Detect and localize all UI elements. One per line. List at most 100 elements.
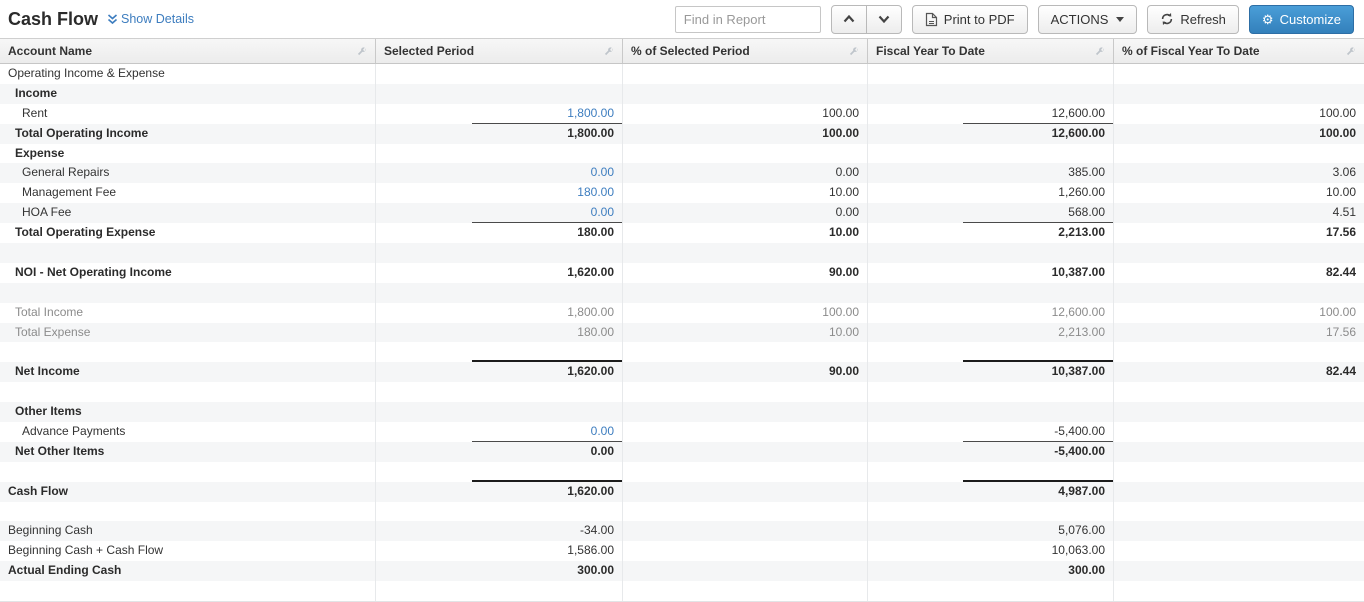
amount-cell xyxy=(1113,481,1364,502)
column-header-pct-fiscal-year-to-date[interactable]: % of Fiscal Year To Date xyxy=(1113,39,1364,63)
wrench-icon[interactable] xyxy=(356,46,367,57)
find-next-button[interactable] xyxy=(865,4,902,34)
amount-cell: 5,076.00 xyxy=(867,521,1113,542)
wrench-icon[interactable] xyxy=(848,46,859,57)
amount-value: 1,260.00 xyxy=(1058,185,1105,200)
table-row: Net Income 1,620.00 90.00 10,387.00 82.44 xyxy=(0,362,1364,383)
table-row: Operating Income & Expense xyxy=(0,64,1364,84)
amount-value: -5,400.00 xyxy=(1054,424,1105,439)
wrench-icon[interactable] xyxy=(1345,46,1356,57)
account-name-cell: Management Fee xyxy=(0,183,375,203)
account-name: Beginning Cash xyxy=(8,523,93,538)
amount-cell: 180.00 xyxy=(375,322,622,343)
column-header-selected-period[interactable]: Selected Period xyxy=(375,39,622,63)
amount-value: 385.00 xyxy=(1068,165,1105,180)
table-row: Advance Payments 0.00 -5,400.00 xyxy=(0,422,1364,442)
refresh-button[interactable]: Refresh xyxy=(1147,4,1239,34)
amount-cell xyxy=(375,382,622,403)
amount-value: 10.00 xyxy=(828,225,859,240)
amount-cell: 10.00 xyxy=(622,322,867,343)
account-name: Cash Flow xyxy=(8,483,69,498)
amount-value: 82.44 xyxy=(1325,364,1356,379)
column-header-label: % of Selected Period xyxy=(631,44,750,58)
print-to-pdf-button[interactable]: Print to PDF xyxy=(911,4,1028,34)
amount-cell: 1,800.00 xyxy=(375,103,622,124)
amount-cell xyxy=(375,282,622,303)
amount-link[interactable]: 180.00 xyxy=(577,185,614,200)
amount-cell xyxy=(1113,422,1364,442)
account-name: Management Fee xyxy=(22,185,117,200)
account-name: Expense xyxy=(15,145,65,160)
account-name: Beginning Cash + Cash Flow xyxy=(8,543,164,558)
amount-cell: 100.00 xyxy=(622,302,867,323)
cash-flow-table: Account Name Selected Period % of Select… xyxy=(0,38,1364,602)
account-name-cell: Operating Income & Expense xyxy=(0,64,375,84)
customize-button[interactable]: ⚙ Customize xyxy=(1248,4,1354,34)
amount-value: 90.00 xyxy=(828,264,859,279)
account-name-cell: Advance Payments xyxy=(0,422,375,442)
sum-underline xyxy=(472,122,622,124)
wrench-icon[interactable] xyxy=(1094,46,1105,57)
amount-value: 1,800.00 xyxy=(567,125,614,140)
find-prev-button[interactable] xyxy=(830,4,867,34)
toolbar-controls: Print to PDF ACTIONS Refresh ⚙ Customize xyxy=(674,4,1356,34)
amount-value: 100.00 xyxy=(822,304,859,319)
amount-cell xyxy=(867,83,1113,104)
refresh-arrows-icon xyxy=(1160,12,1174,26)
amount-value: -5,400.00 xyxy=(1054,443,1105,458)
table-row xyxy=(0,282,1364,303)
amount-cell xyxy=(622,501,867,522)
amount-link[interactable]: 0.00 xyxy=(590,165,614,180)
amount-value: 1,586.00 xyxy=(567,543,614,558)
amount-cell xyxy=(1113,83,1364,104)
amount-cell: 12,600.00 xyxy=(867,302,1113,323)
amount-value: 1,620.00 xyxy=(567,264,614,279)
amount-value: 17.56 xyxy=(1325,324,1356,339)
amount-value: 100.00 xyxy=(822,105,859,120)
amount-cell: 2,213.00 xyxy=(867,223,1113,244)
table-row: Management Fee 180.00 10.00 1,260.00 10.00 xyxy=(0,183,1364,204)
account-name-cell: Total Income xyxy=(0,303,375,323)
amount-value: 82.44 xyxy=(1325,264,1356,279)
amount-value: 2,213.00 xyxy=(1058,225,1105,240)
column-header-pct-selected-period[interactable]: % of Selected Period xyxy=(622,39,867,63)
actions-label: ACTIONS xyxy=(1050,11,1109,27)
amount-value: 90.00 xyxy=(828,364,859,379)
amount-value: 2,213.00 xyxy=(1058,324,1105,339)
amount-cell: 10.00 xyxy=(622,223,867,244)
amount-link[interactable]: 0.00 xyxy=(590,205,614,220)
total-rule-line xyxy=(472,479,622,482)
amount-value: 0.00 xyxy=(590,443,614,458)
amount-link[interactable]: 0.00 xyxy=(590,424,614,439)
actions-button[interactable]: ACTIONS xyxy=(1037,4,1138,34)
amount-value: 0.00 xyxy=(835,205,859,220)
table-row: Rent 1,800.00 100.00 12,600.00 100.00 xyxy=(0,103,1364,124)
account-name: Total Income xyxy=(15,304,84,319)
column-header-fiscal-year-to-date[interactable]: Fiscal Year To Date xyxy=(867,39,1113,63)
amount-cell: 100.00 xyxy=(1113,103,1364,124)
amount-cell xyxy=(867,402,1113,423)
chevron-down-icon xyxy=(878,15,890,23)
show-details-link[interactable]: Show Details xyxy=(107,12,194,26)
amount-cell: 1,620.00 xyxy=(375,481,622,502)
table-row: Actual Ending Cash 300.00 300.00 xyxy=(0,561,1364,582)
amount-value: 12,600.00 xyxy=(1051,125,1105,140)
wrench-icon[interactable] xyxy=(603,46,614,57)
table-row xyxy=(0,501,1364,522)
account-name-cell: Net Income xyxy=(0,362,375,382)
search-input[interactable] xyxy=(674,5,821,33)
column-header-account-name[interactable]: Account Name xyxy=(0,39,375,63)
amount-cell xyxy=(622,481,867,502)
account-name: Total Expense xyxy=(15,324,91,339)
report-toolbar: Cash Flow Show Details Print to PD xyxy=(0,0,1364,38)
table-row: Expense xyxy=(0,143,1364,164)
amount-cell xyxy=(867,501,1113,522)
amount-cell: 1,620.00 xyxy=(375,262,622,283)
sum-underline xyxy=(472,222,622,224)
sum-underline xyxy=(963,222,1113,224)
refresh-label: Refresh xyxy=(1180,11,1226,27)
chevron-up-icon xyxy=(843,15,855,23)
total-rule-line xyxy=(963,360,1113,363)
amount-link[interactable]: 1,800.00 xyxy=(567,105,614,120)
table-row xyxy=(0,461,1364,482)
